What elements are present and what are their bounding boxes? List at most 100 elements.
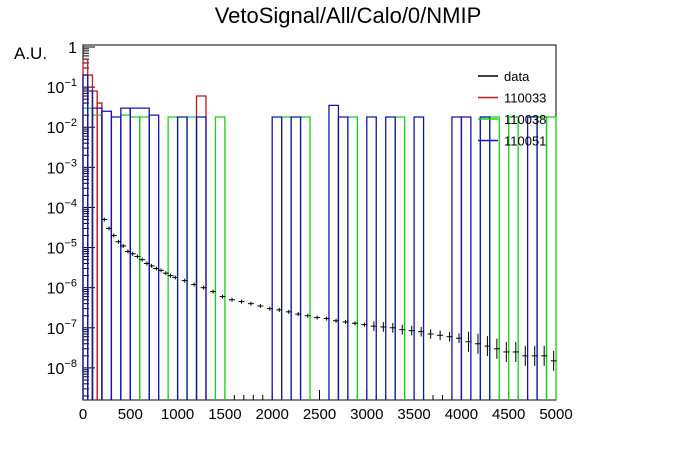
data-point bbox=[139, 257, 146, 262]
data-point bbox=[238, 299, 245, 304]
data-point bbox=[110, 233, 117, 238]
data-point bbox=[167, 273, 174, 278]
histogram-bin-110051 bbox=[366, 116, 377, 400]
x-tick-label: 1000 bbox=[161, 406, 194, 423]
data-point bbox=[276, 307, 283, 312]
data-point bbox=[333, 318, 340, 323]
histogram-bin-110038 bbox=[214, 116, 226, 400]
data-point bbox=[210, 289, 217, 294]
legend-label-110051: 110051 bbox=[504, 134, 546, 149]
x-tick-label: 500 bbox=[118, 406, 143, 423]
histogram-bin-110051 bbox=[337, 116, 349, 400]
histogram-bin-110051 bbox=[413, 116, 425, 400]
legend-label-110033: 110033 bbox=[504, 91, 546, 106]
y-tick-label: 10−3 bbox=[47, 157, 77, 177]
data-point bbox=[101, 217, 108, 222]
histogram-bin-110051 bbox=[290, 116, 302, 400]
data-point bbox=[351, 321, 358, 326]
data-point bbox=[314, 315, 321, 320]
data-point bbox=[295, 312, 302, 317]
histogram-bin-110051 bbox=[385, 116, 396, 400]
data-point bbox=[148, 263, 155, 268]
histogram-bin-110051 bbox=[110, 116, 122, 400]
x-tick-label: 3500 bbox=[397, 406, 430, 423]
data-point bbox=[456, 333, 463, 344]
data-point bbox=[389, 322, 396, 333]
chart-title: VetoSignal/All/Calo/0/NMIP bbox=[214, 3, 482, 28]
histogram-bin-110038 bbox=[545, 116, 557, 400]
data-point bbox=[465, 331, 472, 352]
x-tick-label: 2000 bbox=[256, 406, 289, 423]
data-point bbox=[503, 341, 510, 362]
x-tick-label: 5000 bbox=[539, 406, 572, 423]
histogram-bin-110038 bbox=[129, 116, 141, 400]
histogram-bin-110051 bbox=[87, 90, 94, 400]
histogram-bin-110038 bbox=[139, 116, 150, 400]
x-tick-label: 1500 bbox=[208, 406, 241, 423]
histogram-bin-110051 bbox=[479, 116, 491, 400]
data-point bbox=[484, 336, 491, 357]
data-point bbox=[493, 338, 500, 359]
x-tick-label: 3000 bbox=[350, 406, 383, 423]
histogram-bin-110038 bbox=[536, 116, 548, 400]
histogram-bin-110038 bbox=[347, 116, 358, 400]
data-point bbox=[153, 266, 160, 271]
histogram-bin-110051 bbox=[101, 110, 113, 400]
histogram-bin-110038 bbox=[167, 116, 179, 400]
histogram-bin-110051 bbox=[148, 114, 160, 400]
x-tick-label: 2500 bbox=[303, 406, 336, 423]
data-point bbox=[541, 345, 548, 366]
data-point bbox=[474, 333, 481, 354]
data-point bbox=[342, 319, 349, 324]
y-axis-label: A.U. bbox=[14, 44, 48, 63]
histogram-bin-110038 bbox=[281, 116, 292, 400]
data-point bbox=[361, 322, 368, 327]
x-tick-label: 4000 bbox=[445, 406, 478, 423]
data-point bbox=[257, 303, 264, 308]
legend-label-110038: 110038 bbox=[504, 112, 546, 127]
x-tick-label: 4500 bbox=[492, 406, 525, 423]
data-point bbox=[522, 345, 529, 366]
legend-label-data: data bbox=[504, 69, 530, 84]
data-point bbox=[134, 254, 141, 259]
data-point bbox=[418, 326, 425, 337]
y-tick-label: 10−2 bbox=[47, 117, 77, 137]
histogram-bin-110051 bbox=[271, 116, 283, 400]
histogram-bin-110051 bbox=[195, 116, 207, 400]
data-point bbox=[370, 321, 377, 331]
data-point bbox=[550, 350, 557, 371]
data-point bbox=[106, 226, 113, 231]
data-point bbox=[219, 294, 226, 299]
data-point bbox=[446, 331, 453, 342]
data-point bbox=[200, 285, 207, 290]
histogram-bin-110033 bbox=[195, 95, 207, 400]
data-point bbox=[124, 249, 131, 254]
y-tick-label: 10−6 bbox=[47, 278, 77, 298]
data-point bbox=[120, 243, 127, 248]
histogram-bin-110038 bbox=[394, 116, 406, 400]
data-point bbox=[285, 309, 292, 314]
data-point bbox=[247, 301, 254, 306]
data-point bbox=[158, 268, 165, 273]
data-point bbox=[427, 329, 434, 339]
data-point bbox=[115, 239, 122, 244]
histogram-bin-110051 bbox=[451, 116, 463, 400]
data-point bbox=[531, 345, 538, 366]
histogram-bin-110033 bbox=[91, 90, 98, 400]
y-tick-label: 10−8 bbox=[47, 358, 77, 378]
x-tick-label: 0 bbox=[79, 406, 87, 423]
histogram-bin-110051 bbox=[176, 116, 188, 400]
histogram-bin-110051 bbox=[328, 104, 340, 400]
data-point bbox=[129, 251, 136, 256]
data-point bbox=[172, 275, 179, 280]
data-point bbox=[408, 325, 415, 336]
data-point bbox=[399, 324, 406, 335]
data-point bbox=[181, 278, 188, 283]
y-tick-label: 10−1 bbox=[47, 77, 77, 97]
y-tick-label: 10−5 bbox=[47, 238, 77, 258]
histogram-bin-110051 bbox=[460, 116, 472, 400]
data-point bbox=[323, 316, 330, 321]
histogram-bin-110051 bbox=[526, 116, 538, 400]
histogram-bin-110038 bbox=[120, 114, 131, 400]
data-point bbox=[380, 322, 387, 332]
